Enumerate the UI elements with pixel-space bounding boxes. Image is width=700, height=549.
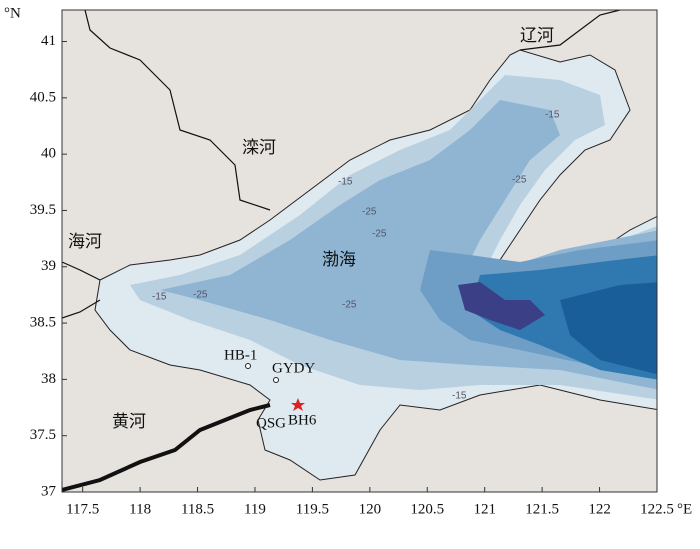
contour-label: -15 [338, 177, 353, 188]
map-body [62, 10, 657, 492]
contour-label: -15 [452, 391, 467, 402]
station-label: HB-1 [224, 347, 257, 363]
x-unit: °E [677, 501, 692, 517]
y-tick-label: 37.5 [30, 427, 56, 443]
y-tick-label: 39.5 [30, 202, 56, 218]
river-label: 辽河 [520, 26, 554, 46]
y-tick-label: 38.5 [30, 315, 56, 331]
x-tick-label: 120.5 [410, 501, 444, 517]
contour-label: -25 [512, 175, 527, 186]
x-tick-label: 119.5 [296, 501, 329, 517]
x-tick-label: 122.5 [640, 501, 674, 517]
x-tick-label: 117.5 [66, 501, 99, 517]
contour-label: -25 [362, 207, 377, 218]
river-label: 黄河 [112, 412, 146, 432]
sea-label: 渤海 [322, 250, 356, 270]
y-tick-label: 37 [41, 483, 57, 499]
station-marker [291, 398, 305, 411]
x-tick-label: 119 [244, 501, 266, 517]
river [62, 403, 271, 492]
river-label: 滦河 [242, 138, 276, 158]
depth-zone-deep [560, 282, 657, 375]
station-marker [273, 377, 279, 383]
x-tick-label: 121.5 [525, 501, 559, 517]
x-tick-label: 121 [473, 501, 496, 517]
y-unit: °N [4, 5, 21, 21]
y-tick-label: 40.5 [30, 89, 56, 105]
frame [61, 9, 658, 493]
station-marker [245, 363, 251, 369]
station-label: QSG [256, 415, 286, 431]
river-label: 海河 [68, 232, 102, 252]
contour-label: -15 [152, 292, 167, 303]
x-tick-label: 118.5 [181, 501, 214, 517]
trench [458, 282, 545, 330]
contour-label: -25 [372, 229, 387, 240]
station-label: BH6 [288, 412, 317, 428]
x-tick-label: 118 [129, 501, 151, 517]
x-tick-label: 122 [588, 501, 611, 517]
boundary [62, 10, 621, 319]
contour-label: -15 [545, 110, 560, 121]
contour-label: -25 [193, 290, 208, 301]
y-tick-label: 39 [41, 258, 56, 274]
y-tick-label: 38 [41, 371, 56, 387]
station-label: GYDY [272, 360, 315, 376]
x-tick-label: 120 [359, 501, 382, 517]
y-tick-label: 40 [41, 146, 56, 162]
contour-label: -25 [342, 300, 357, 311]
y-tick-label: 41 [41, 33, 56, 49]
